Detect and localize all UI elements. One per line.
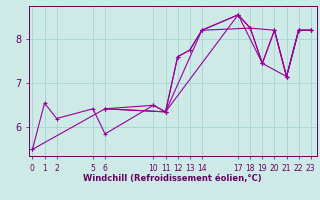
X-axis label: Windchill (Refroidissement éolien,°C): Windchill (Refroidissement éolien,°C): [84, 174, 262, 183]
